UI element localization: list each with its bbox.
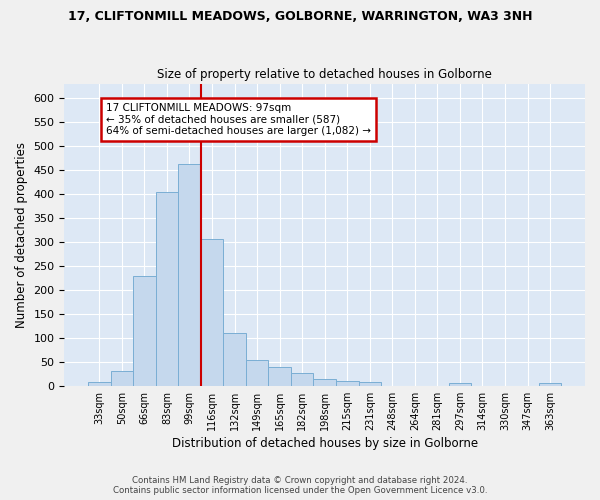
Bar [178,164,201,386]
Bar [313,379,336,386]
Y-axis label: Number of detached properties: Number of detached properties [15,142,28,328]
Bar [268,367,291,386]
Bar [155,192,178,386]
Bar [133,276,155,386]
Bar [110,372,133,386]
Text: Contains HM Land Registry data © Crown copyright and database right 2024.
Contai: Contains HM Land Registry data © Crown c… [113,476,487,495]
Title: Size of property relative to detached houses in Golborne: Size of property relative to detached ho… [157,68,492,81]
Bar [291,373,313,386]
Bar [539,384,562,386]
Bar [201,240,223,386]
Text: 17, CLIFTONMILL MEADOWS, GOLBORNE, WARRINGTON, WA3 3NH: 17, CLIFTONMILL MEADOWS, GOLBORNE, WARRI… [68,10,532,23]
Bar [449,384,471,386]
Bar [88,382,110,386]
Bar [223,333,246,386]
Bar [246,360,268,386]
X-axis label: Distribution of detached houses by size in Golborne: Distribution of detached houses by size … [172,437,478,450]
Bar [336,380,359,386]
Text: 17 CLIFTONMILL MEADOWS: 97sqm
← 35% of detached houses are smaller (587)
64% of : 17 CLIFTONMILL MEADOWS: 97sqm ← 35% of d… [106,102,371,136]
Bar [359,382,381,386]
